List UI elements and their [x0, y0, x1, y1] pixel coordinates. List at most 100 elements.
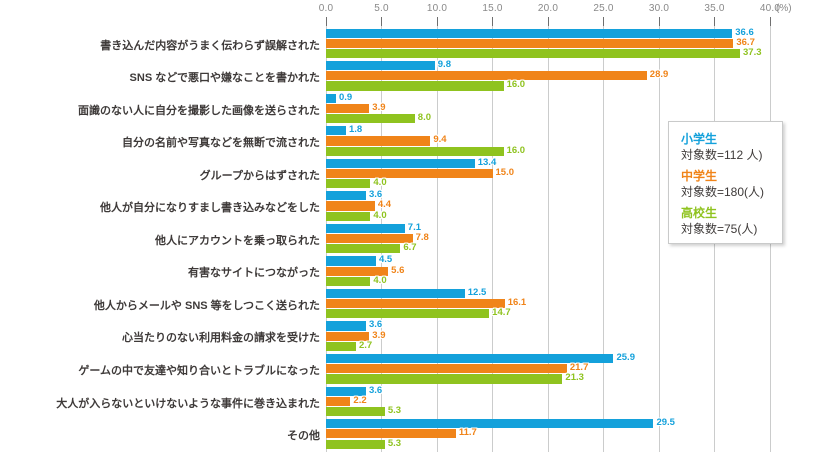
- bar-value-label: 5.3: [387, 404, 402, 416]
- x-tick-label: 10.0: [426, 3, 448, 14]
- legend-item-junior-high: 中学生 対象数=180(人): [681, 168, 782, 200]
- bar-小学生: [326, 61, 435, 71]
- bar-中学生: [326, 103, 370, 113]
- bar-value-label: 16.0: [506, 79, 526, 91]
- bar-中学生: [326, 71, 647, 81]
- category-label: 面識のない人に自分を撮影した画像を送らされた: [78, 104, 320, 117]
- bar-高校生: [326, 211, 371, 221]
- category-label: 大人が入らないといけないような事件に巻き込まれた: [56, 397, 320, 410]
- bar-value-label: 3.9: [372, 329, 386, 341]
- bar-value-label: 21.3: [565, 372, 584, 384]
- x-tick-mark: [436, 17, 438, 26]
- bar-value-label: 8.0: [417, 112, 432, 123]
- bar-value-label: 21.7: [569, 362, 589, 374]
- x-tick-label: 25.0: [593, 3, 614, 14]
- x-tick-label: 35.0: [704, 3, 725, 14]
- x-tick-mark: [714, 17, 715, 26]
- x-tick-label: 5.0: [374, 3, 389, 14]
- category-label: 有害なサイトにつながった: [188, 267, 320, 280]
- category-label: 自分の名前や写真などを無断で流された: [122, 137, 320, 150]
- legend-series-name: 高校生: [681, 206, 718, 220]
- bar-小学生: [326, 93, 336, 103]
- bar-中学生: [326, 234, 413, 244]
- bar-value-label: 2.7: [358, 339, 373, 351]
- x-tick-mark: [658, 17, 660, 26]
- bar-小学生: [326, 288, 465, 299]
- legend-sample-size: 対象数=75(人): [681, 222, 758, 236]
- legend-series-name: 中学生: [681, 169, 718, 183]
- x-tick-mark: [769, 17, 771, 26]
- bar-value-label: 3.6: [368, 319, 383, 331]
- bar-中学生: [326, 201, 375, 211]
- bar-高校生: [326, 309, 490, 319]
- x-tick-label: 40.0: [759, 3, 781, 14]
- bar-value-label: 4.0: [373, 209, 387, 221]
- bar-高校生: [326, 81, 504, 91]
- category-label: 書き込んだ内容がうまく伝わらず誤解された: [100, 39, 320, 52]
- bar-高校生: [326, 406, 385, 417]
- bar-value-label: 3.6: [368, 189, 383, 201]
- category-label: 他人からメールや SNS 等をしつこく送られた: [93, 299, 320, 312]
- gridline: [547, 26, 549, 452]
- bar-小学生: [326, 158, 475, 168]
- gridline: [658, 26, 660, 452]
- bar-value-label: 16.1: [507, 297, 527, 309]
- gridline: [436, 26, 438, 452]
- x-tick-mark: [547, 17, 549, 26]
- x-tick-mark: [381, 17, 382, 26]
- category-label: グループからはずされた: [199, 169, 320, 182]
- bar-高校生: [326, 276, 371, 286]
- x-tick-label: 0.0: [318, 3, 334, 14]
- category-label: 心当たりのない利用料金の請求を受けた: [122, 332, 320, 345]
- bar-小学生: [326, 256, 376, 266]
- legend-item-elementary: 小学生 対象数=112 人): [681, 131, 782, 163]
- bar-value-label: 12.5: [467, 286, 487, 298]
- bar-小学生: [326, 419, 654, 429]
- legend-series-name: 小学生: [681, 132, 718, 146]
- bar-中学生: [326, 331, 370, 341]
- category-label: 他人にアカウントを乗っ取られた: [155, 234, 320, 247]
- category-label: ゲームの中で友達や知り合いとトラブルになった: [78, 365, 320, 377]
- x-tick-label: 15.0: [482, 3, 503, 14]
- bar-高校生: [326, 439, 385, 449]
- legend-sample-size: 対象数=112 人): [681, 148, 763, 162]
- bar-中学生: [326, 168, 493, 179]
- bar-中学生: [326, 38, 734, 48]
- bar-中学生: [326, 429, 456, 439]
- bar-value-label: 28.9: [649, 69, 669, 81]
- bar-value-label: 1.8: [348, 124, 363, 136]
- bar-中学生: [326, 364, 567, 374]
- bar-value-label: 36.6: [735, 26, 754, 38]
- gridline: [603, 26, 604, 452]
- bar-value-label: 2.2: [353, 394, 367, 406]
- bar-高校生: [326, 374, 563, 384]
- bar-value-label: 5.3: [387, 437, 402, 449]
- bar-value-label: 4.4: [377, 199, 392, 211]
- bar-value-label: 9.4: [433, 134, 447, 146]
- bar-value-label: 16.0: [506, 144, 526, 156]
- bar-value-label: 13.4: [477, 156, 497, 168]
- bar-value-label: 9.8: [437, 59, 451, 71]
- bar-高校生: [326, 146, 504, 156]
- bar-小学生: [326, 354, 614, 364]
- bar-中学生: [326, 396, 351, 406]
- bar-value-label: 4.0: [373, 177, 387, 189]
- bar-小学生: [326, 191, 366, 201]
- bar-value-label: 29.5: [656, 417, 675, 429]
- legend-item-high-school: 高校生 対象数=75(人): [681, 205, 782, 237]
- bar-高校生: [326, 179, 371, 189]
- bar-value-label: 15.0: [495, 166, 515, 178]
- x-tick-mark: [492, 17, 493, 26]
- bar-value-label: 0.9: [338, 91, 353, 103]
- bar-小学生: [326, 321, 366, 331]
- bar-value-label: 37.3: [743, 46, 762, 58]
- bar-value-label: 5.6: [391, 264, 405, 276]
- x-axis-unit-label: (%): [776, 3, 792, 14]
- bar-value-label: 3.9: [372, 101, 386, 113]
- bar-value-label: 11.7: [458, 427, 477, 439]
- bar-中学生: [326, 266, 389, 276]
- bar-value-label: 7.8: [415, 232, 429, 243]
- x-tick-label: 30.0: [648, 3, 670, 14]
- bar-中学生: [326, 136, 431, 146]
